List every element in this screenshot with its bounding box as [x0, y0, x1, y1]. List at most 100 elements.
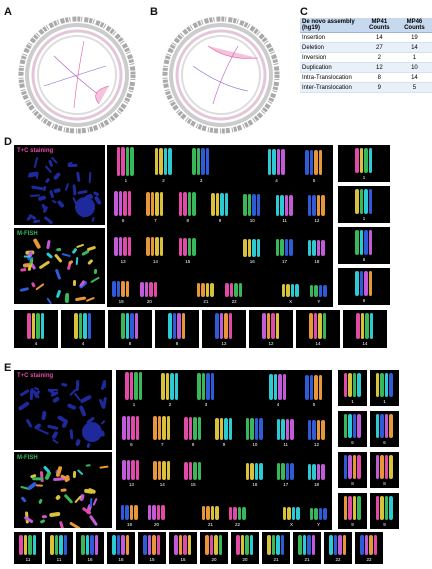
- chromosome: [307, 195, 312, 216]
- chromosome: [125, 313, 129, 339]
- panel-label-e: E: [4, 362, 12, 374]
- chromosome: [309, 374, 313, 400]
- chromosome: [252, 238, 256, 257]
- chromosome: [348, 496, 352, 520]
- chromosome: [196, 282, 201, 297]
- chromosome: [163, 147, 167, 176]
- chromosome-number: 3: [199, 177, 203, 183]
- chromosome: [86, 245, 96, 252]
- chromosome: [122, 415, 126, 440]
- chromosome-number: 16: [249, 258, 255, 264]
- chromosome: [243, 193, 247, 216]
- chromosome: [236, 535, 240, 555]
- chromosome-number: 4: [34, 341, 38, 346]
- chromosome: [39, 470, 44, 482]
- chromosome: [64, 183, 69, 191]
- chromosome: [63, 493, 74, 504]
- chromosome-number: 3: [204, 402, 208, 407]
- chromosome: [266, 313, 270, 339]
- chromosome-panel: 20: [200, 532, 228, 564]
- chromosome: [281, 463, 285, 480]
- chromosome: [32, 535, 36, 555]
- nucleus: [75, 197, 95, 217]
- chromosome: [285, 463, 290, 480]
- chromosome: [309, 149, 314, 176]
- chromosome: [389, 373, 393, 397]
- chromosome-number: 13: [128, 482, 134, 487]
- chromosome: [215, 313, 219, 339]
- chromosome: [36, 283, 46, 291]
- chromosome-number: 22: [231, 299, 237, 304]
- chromosome: [311, 535, 315, 555]
- chromosome-number: 8: [175, 341, 179, 346]
- chromosome: [32, 237, 41, 250]
- chromosome: [267, 535, 271, 555]
- chromosome: [69, 521, 82, 528]
- chromosome-panel: 12: [249, 310, 293, 348]
- chromosome: [140, 282, 144, 297]
- chromosome: [245, 462, 250, 480]
- chromosome: [154, 147, 158, 176]
- chromosome: [156, 505, 160, 520]
- chromosome-number: 11: [56, 557, 62, 562]
- chromosome: [375, 455, 379, 479]
- chromosome: [280, 239, 284, 257]
- chromosome: [121, 313, 125, 339]
- chromosome: [170, 372, 174, 400]
- chromosome-number: 6: [130, 442, 133, 447]
- chromosome: [131, 415, 135, 440]
- chromosome: [20, 287, 30, 292]
- chromosome-number: 8: [351, 481, 354, 486]
- chromosome: [284, 194, 289, 216]
- chromosome: [314, 284, 318, 297]
- chromosome-number: 19: [118, 299, 124, 304]
- chromosome: [247, 193, 252, 216]
- chromosome: [275, 239, 280, 257]
- chromosome: [130, 313, 134, 339]
- chromosome: [150, 237, 155, 257]
- chromosome: [161, 505, 165, 520]
- chromosome: [135, 415, 140, 440]
- chromosome: [93, 268, 97, 275]
- chromosome: [250, 462, 254, 480]
- chromosome: [114, 236, 118, 257]
- chromosome: [352, 496, 356, 520]
- chromosome: [90, 535, 94, 555]
- chromosome: [19, 535, 23, 555]
- chromosome: [289, 194, 293, 216]
- chromosome: [114, 191, 118, 216]
- chromosome: [318, 508, 322, 520]
- chromosome: [384, 496, 388, 520]
- chromosome: [118, 191, 123, 216]
- chromosome-number: 14: [152, 258, 158, 264]
- chromosome-panel: 8: [338, 452, 367, 488]
- chromosome-panel: 6: [338, 227, 390, 264]
- chromosome: [291, 507, 295, 520]
- metaphase-tc-image-d: T+C staining: [14, 145, 105, 225]
- chromosome: [289, 239, 293, 257]
- chromosome: [112, 535, 116, 555]
- chromosome: [76, 257, 79, 266]
- chromosome: [323, 284, 327, 297]
- chromosome: [71, 247, 78, 255]
- chromosome-number: 18: [314, 482, 320, 487]
- chromosome-number: 21: [207, 522, 213, 527]
- chromosome: [276, 463, 281, 480]
- chromosome: [312, 419, 316, 440]
- table-row: Duplication 12 10: [300, 62, 432, 73]
- chromosome: [54, 268, 61, 280]
- chromosome: [18, 401, 30, 411]
- chromosome: [384, 373, 388, 397]
- chromosome: [129, 504, 133, 520]
- chromosome-number: 6: [351, 440, 354, 445]
- chromosome: [298, 535, 302, 555]
- chromosome: [201, 506, 205, 520]
- chromosome: [36, 313, 40, 339]
- chromosome: [210, 373, 214, 400]
- chromosome: [249, 535, 253, 555]
- chromosome: [35, 484, 44, 487]
- table-cell: Duplication: [300, 62, 362, 73]
- karyotype-e: 1 2 3 4 5 6 7 8 9 10 11 12 13 14 15 16 17 18 19 20 21 22 X Y: [116, 370, 332, 530]
- chromosome: [352, 414, 356, 438]
- chromosome: [174, 535, 178, 555]
